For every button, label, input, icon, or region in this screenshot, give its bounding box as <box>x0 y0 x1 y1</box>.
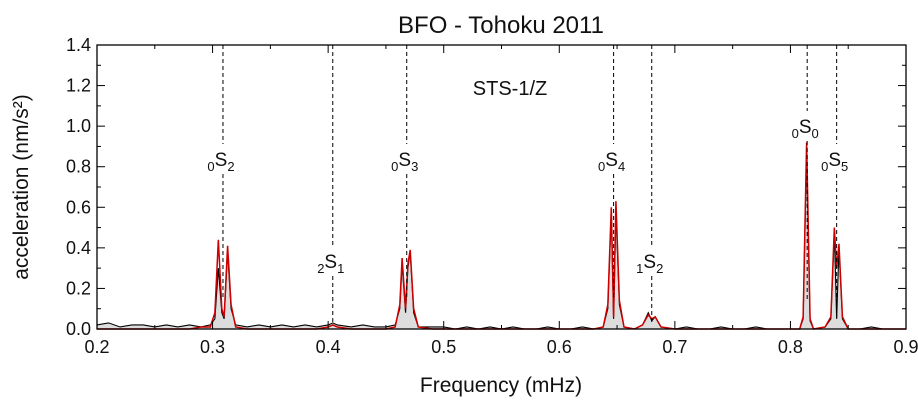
mode-label: 0S3 <box>391 150 418 174</box>
x-tick-label: 0.8 <box>778 337 803 357</box>
mode-type: S <box>799 117 812 138</box>
mode-degree: 1 <box>337 261 344 276</box>
mode-overtone: 0 <box>821 159 828 174</box>
mode-label: 0S2 <box>207 150 234 174</box>
mode-type: S <box>643 252 656 273</box>
mode-label: 2S1 <box>317 252 344 276</box>
x-tick-label: 0.7 <box>662 337 687 357</box>
mode-label: 1S2 <box>636 252 663 276</box>
x-axis-label: Frequency (mHz) <box>420 374 582 397</box>
y-tick-label: 0.2 <box>66 278 91 298</box>
mode-type: S <box>605 150 618 171</box>
mode-label: 0S5 <box>821 150 848 174</box>
mode-degree: 3 <box>411 159 418 174</box>
x-tick-label: 0.3 <box>200 337 225 357</box>
x-tick-label: 0.2 <box>84 337 109 357</box>
mode-overtone: 0 <box>391 159 398 174</box>
mode-type: S <box>324 252 337 273</box>
mode-overtone: 0 <box>598 159 605 174</box>
y-tick-label: 0.0 <box>66 319 91 339</box>
y-tick-label: 1.2 <box>66 76 91 96</box>
mode-degree: 0 <box>812 126 819 141</box>
x-tick-label: 0.6 <box>547 337 572 357</box>
mode-overtone: 0 <box>207 159 214 174</box>
x-tick-label: 0.4 <box>316 337 341 357</box>
y-tick-label: 1.4 <box>66 35 91 55</box>
y-tick-label: 0.8 <box>66 157 91 177</box>
y-tick-label: 0.4 <box>66 238 91 258</box>
mode-type: S <box>828 150 841 171</box>
mode-overtone: 1 <box>636 261 643 276</box>
mode-degree: 2 <box>656 261 663 276</box>
y-tick-label: 1.0 <box>66 116 91 136</box>
instrument-label: STS-1/Z <box>473 78 547 100</box>
mode-degree: 2 <box>227 159 234 174</box>
chart-title: BFO - Tohoku 2011 <box>398 12 604 39</box>
mode-degree: 4 <box>618 159 625 174</box>
mode-label: 0S0 <box>792 117 819 141</box>
mode-overtone: 2 <box>317 261 324 276</box>
mode-type: S <box>398 150 411 171</box>
x-tick-label: 0.5 <box>431 337 456 357</box>
mode-type: S <box>215 150 228 171</box>
x-tick-label: 0.9 <box>893 337 918 357</box>
mode-label: 0S4 <box>598 150 625 174</box>
mode-overtone: 0 <box>792 126 799 141</box>
y-tick-label: 0.6 <box>66 197 91 217</box>
y-axis-label: acceleration (nm/s²) <box>10 94 33 280</box>
mode-degree: 5 <box>841 159 848 174</box>
